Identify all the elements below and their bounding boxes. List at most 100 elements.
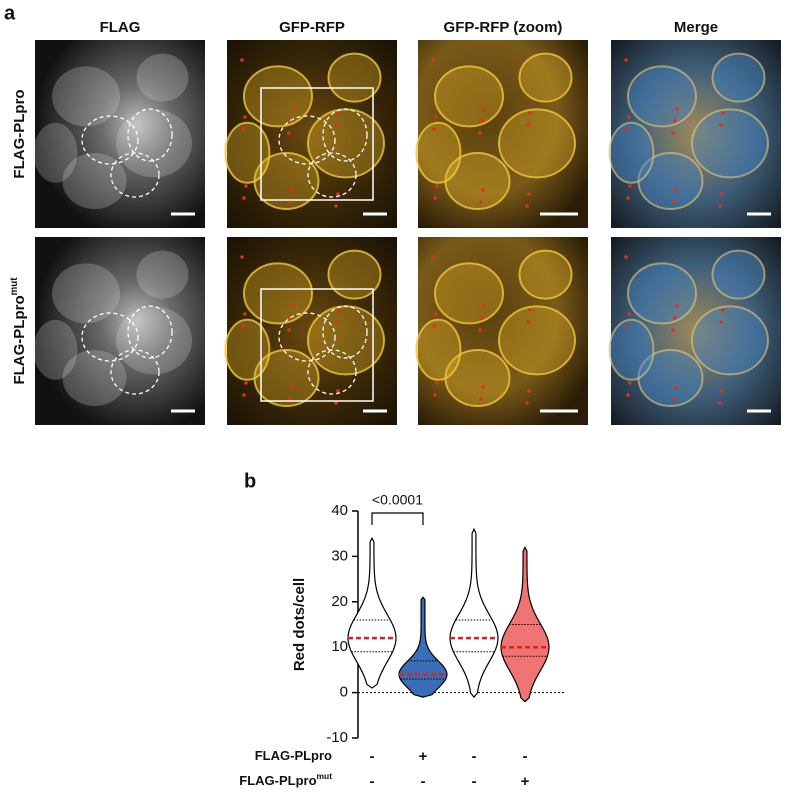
label-text: FLAG-PLpro [255, 748, 332, 763]
cell [33, 319, 78, 380]
red-dot [432, 324, 436, 328]
red-dot [481, 385, 485, 389]
red-dot [628, 184, 632, 188]
cell [434, 65, 504, 128]
red-dot [525, 204, 529, 208]
cell [415, 121, 462, 184]
red-dot [673, 119, 677, 123]
cell [136, 250, 189, 299]
cell [608, 121, 655, 184]
condition-sign: - [421, 773, 426, 790]
red-dot [335, 123, 339, 127]
condition-sign: + [521, 773, 530, 790]
cell [627, 262, 697, 325]
panel-label: b [244, 470, 256, 492]
y-tick-label: 40 [331, 502, 348, 519]
red-dot [482, 304, 486, 308]
column-header: GFP-RFP [279, 19, 345, 36]
red-dot [674, 385, 678, 389]
red-dot [626, 393, 630, 397]
violin-body [449, 527, 499, 699]
red-dot [719, 320, 723, 324]
cell [518, 52, 573, 103]
condition-sign: - [370, 773, 375, 790]
row-label: FLAG-PLpromut [239, 771, 332, 788]
cell [243, 65, 313, 128]
panel-b: b -10 0 10 20 30 40 Red dots/cell <0.0001 FLAG-PL… [239, 470, 565, 790]
row-label: FLAG-PLpromut [9, 277, 28, 385]
red-dot [244, 184, 248, 188]
cell [691, 108, 769, 179]
red-dot [434, 115, 438, 119]
red-dot [337, 308, 341, 312]
red-dot [527, 192, 531, 196]
red-dot [241, 127, 245, 131]
cell [52, 263, 120, 324]
label-text: FLAG-PLpro [239, 773, 316, 788]
outline [127, 108, 173, 162]
label-superscript: mut [9, 277, 20, 296]
red-dot [290, 385, 294, 389]
cell [498, 305, 576, 376]
red-dot [291, 107, 295, 111]
red-dot [527, 389, 531, 393]
significance-label: <0.0001 [372, 492, 423, 508]
micrograph [35, 40, 205, 228]
red-dot [720, 192, 724, 196]
panel-a: FLAG GFP-RFP GFP-RFP (zoom) Merge FLAG-PLpro… [9, 19, 781, 425]
red-dot [673, 316, 677, 320]
red-dot [624, 255, 628, 259]
red-dot [335, 320, 339, 324]
red-dot [434, 312, 438, 316]
cell [52, 66, 120, 127]
outline [278, 115, 336, 165]
red-dot [433, 196, 437, 200]
outline [81, 115, 139, 165]
zoom-box [260, 288, 374, 402]
red-dot [240, 255, 244, 259]
red-dot [672, 200, 676, 204]
cell [224, 318, 271, 381]
cell [62, 350, 127, 406]
red-dot [721, 111, 725, 115]
cell [116, 109, 192, 178]
y-tick-label: 10 [331, 638, 348, 655]
red-dot [431, 255, 435, 259]
outline [322, 305, 368, 359]
y-axis-label: Red dots/cell [291, 578, 308, 671]
cell [327, 52, 382, 103]
cell [498, 108, 576, 179]
red-dot [435, 184, 439, 188]
condition-sign: - [472, 773, 477, 790]
column-header: Merge [674, 19, 718, 36]
y-tick-label: 30 [331, 547, 348, 564]
red-dot [719, 123, 723, 127]
red-dot [290, 188, 294, 192]
red-dot [287, 328, 291, 332]
red-dot [528, 308, 532, 312]
red-dot [288, 397, 292, 401]
red-dot [287, 131, 291, 135]
red-dot [525, 401, 529, 405]
outline [127, 305, 173, 359]
label-superscript: mut [317, 771, 333, 781]
red-dot [433, 393, 437, 397]
label-text: FLAG-PLpro [11, 295, 28, 384]
red-dot [720, 389, 724, 393]
column-header: GFP-RFP (zoom) [444, 19, 563, 36]
label-text: FLAG-PLpro [11, 89, 28, 178]
red-dot [478, 131, 482, 135]
red-dot [675, 107, 679, 111]
violin-body [398, 596, 448, 698]
red-dot [479, 397, 483, 401]
cell [62, 153, 127, 209]
violin-body [347, 536, 397, 689]
red-dot [480, 316, 484, 320]
outline [307, 152, 357, 198]
red-dot [242, 393, 246, 397]
red-dot [482, 107, 486, 111]
micrograph [35, 237, 205, 425]
significance-bracket [371, 512, 424, 525]
outline [110, 152, 160, 198]
red-dot [243, 115, 247, 119]
